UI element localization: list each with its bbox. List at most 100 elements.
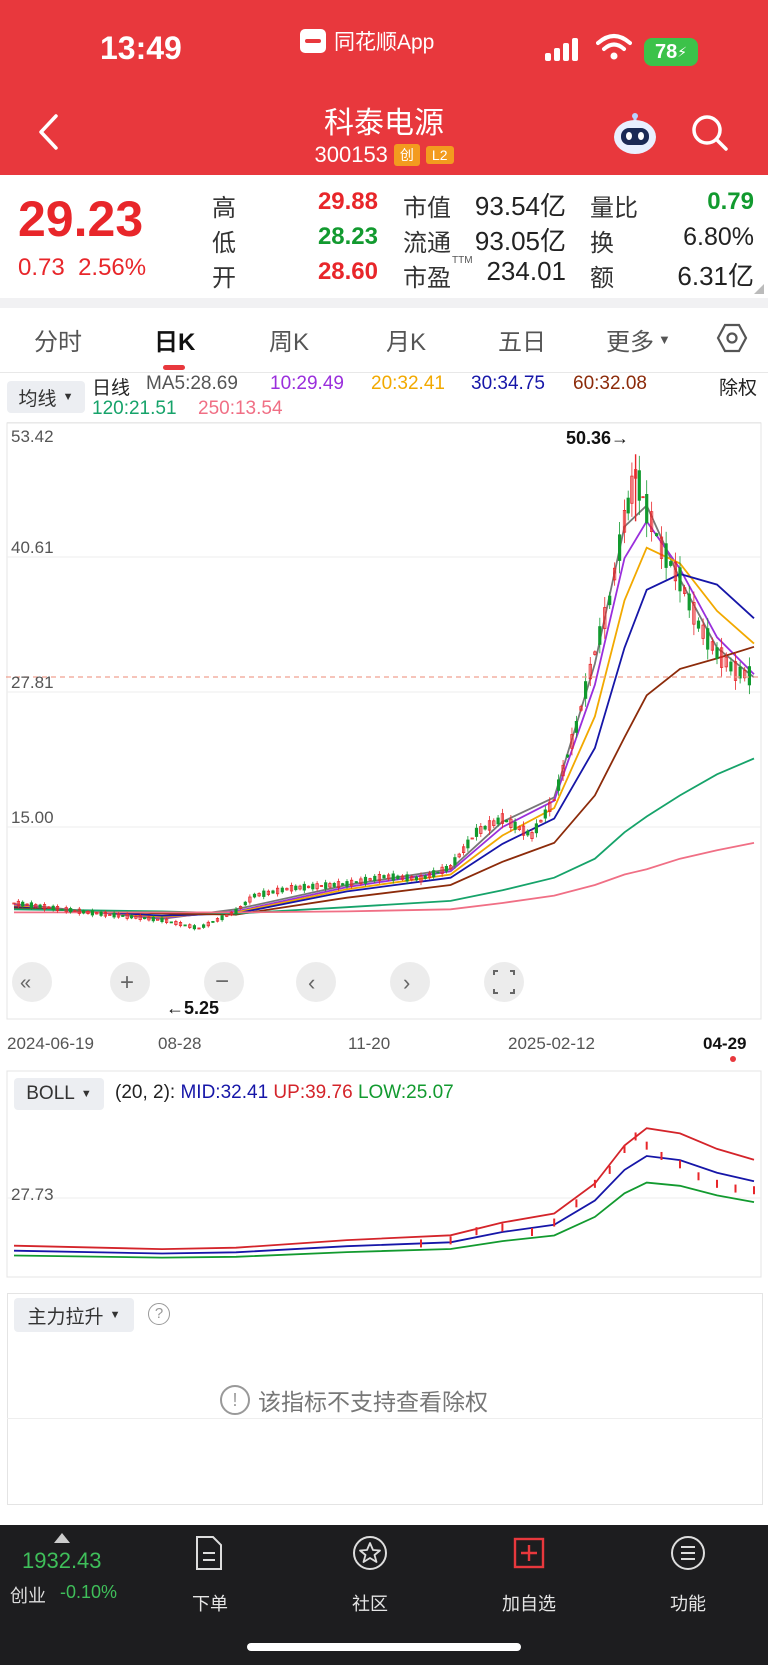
max-price-label: 50.36→: [566, 428, 629, 448]
boll-select-label: BOLL: [26, 1083, 75, 1104]
indicator-grid-line: [7, 1418, 763, 1419]
search-icon[interactable]: [690, 113, 730, 153]
boll-chart[interactable]: 27.73: [6, 1070, 762, 1280]
back-icon[interactable]: [36, 112, 60, 152]
y-tick-label: 27.81: [11, 673, 54, 692]
boll-candle: [679, 1160, 681, 1169]
ma250-value: 250:13.54: [198, 398, 283, 419]
community-button[interactable]: 社区: [352, 1594, 388, 1614]
app-logo-icon: [300, 29, 326, 53]
vol-ratio-label: 量比: [590, 195, 638, 222]
boll-y-tick: 27.73: [11, 1185, 54, 1204]
boll-candle: [697, 1172, 700, 1181]
index-change[interactable]: -0.10%: [60, 1582, 118, 1602]
community-star-icon[interactable]: [352, 1535, 388, 1571]
caret-down-icon: ▼: [80, 1088, 92, 1100]
indicator-select[interactable]: 主力拉升 ▼: [14, 1298, 134, 1332]
boll-candle: [623, 1145, 626, 1153]
pe-label: 市盈: [403, 265, 451, 292]
boll-params: (20, 2):: [115, 1082, 176, 1103]
last-price: 29.23: [18, 191, 144, 247]
ma-line-ma30: [13, 573, 755, 917]
ma-line-ma10: [13, 519, 755, 919]
change-amount: 0.73: [18, 254, 65, 281]
minus-icon: −: [215, 968, 229, 995]
candle: [436, 871, 440, 874]
boll-frame: [6, 1070, 762, 1278]
tab-divider: [0, 372, 768, 373]
wifi-icon: [596, 34, 632, 60]
status-time: 13:49: [100, 30, 182, 66]
index-value[interactable]: 1932.43: [22, 1548, 102, 1573]
high-value: 29.88: [317, 188, 378, 215]
adjust-button[interactable]: 除权: [719, 378, 758, 399]
ma60-value: 60:32.08: [573, 373, 647, 394]
indicator-select-label: 主力拉升: [27, 1306, 104, 1328]
min-price-label: ←5.25: [166, 998, 219, 1018]
stock-name: 科泰电源: [324, 107, 444, 140]
price-change: 0.73 2.56%: [18, 254, 146, 282]
cell-signal-icon: [545, 38, 578, 61]
unsupported-notice: ! 该指标不支持查看除权: [220, 1383, 488, 1417]
tab-five-day[interactable]: 五日: [498, 329, 546, 356]
ma-line-ma120: [13, 757, 755, 915]
zoom-out-button: [204, 962, 244, 1002]
up-arrow-icon: [54, 1533, 70, 1543]
boll-candle: [734, 1184, 737, 1193]
ma-select-label: 均线: [18, 388, 57, 410]
active-tab-indicator: [163, 365, 185, 370]
boll-mid-value: MID:32.41: [180, 1082, 269, 1103]
fullscreen-icon: [493, 970, 515, 994]
tab-daily-k[interactable]: 日K: [154, 329, 196, 356]
help-icon[interactable]: ?: [148, 1303, 170, 1325]
bottom-toolbar: [0, 1525, 768, 1665]
boll-candle: [501, 1223, 504, 1232]
notice-text: 该指标不支持查看除权: [258, 1389, 488, 1415]
boll-candle: [553, 1218, 556, 1227]
boll-candle: [716, 1179, 718, 1188]
x-axis-date: 11-20: [348, 1034, 391, 1053]
tab-more[interactable]: 更多 ▼: [606, 322, 671, 357]
open-value: 28.60: [317, 258, 378, 285]
x-axis-date: 2025-02-12: [508, 1034, 595, 1053]
boll-up-value: UP:39.76: [273, 1082, 353, 1103]
tab-more-label: 更多: [606, 329, 654, 356]
index-name[interactable]: 创业: [10, 1586, 46, 1606]
ma-indicator-select[interactable]: 均线 ▼: [7, 381, 85, 413]
caret-down-icon: ▼: [658, 332, 671, 347]
add-watchlist-icon[interactable]: [513, 1537, 545, 1569]
chevron-right-icon: ›: [403, 970, 410, 995]
ma5-value: MA5:28.69: [146, 373, 238, 394]
ma120-value: 120:21.51: [92, 398, 177, 419]
y-tick-label: 15.00: [11, 808, 54, 827]
boll-low-value: LOW:25.07: [357, 1082, 454, 1103]
tab-monthly-k[interactable]: 月K: [386, 329, 427, 356]
tab-intraday[interactable]: 分时: [34, 329, 82, 356]
assistant-robot-icon[interactable]: [612, 112, 658, 156]
functions-button[interactable]: 功能: [670, 1594, 706, 1614]
boll-lower-band: [13, 1181, 755, 1259]
settings-hexagon-icon[interactable]: [716, 322, 748, 354]
order-document-icon[interactable]: [193, 1535, 225, 1571]
ma30-value: 30:34.75: [471, 373, 545, 394]
mcap-value: 93.54亿: [474, 191, 566, 221]
boll-candle: [753, 1186, 755, 1195]
place-order-button[interactable]: 下单: [192, 1594, 228, 1614]
boll-candle: [420, 1239, 422, 1248]
menu-function-icon[interactable]: [670, 1535, 706, 1571]
tab-weekly-k[interactable]: 周K: [269, 329, 310, 356]
latest-dot: [730, 1056, 736, 1062]
candle: [12, 902, 16, 905]
pe-value: 234.01: [486, 256, 566, 286]
chart-frame: [6, 422, 762, 1020]
boll-indicator-select[interactable]: BOLL ▼: [14, 1078, 104, 1110]
boll-candle: [660, 1151, 663, 1160]
caret-down-icon: ▼: [62, 391, 74, 403]
caret-down-icon: ▼: [109, 1309, 121, 1321]
expand-corner-icon[interactable]: [754, 284, 764, 294]
zoom-in-button: [110, 962, 150, 1002]
period-label: 日线: [92, 378, 131, 399]
scroll-left-fast-button: [12, 962, 52, 1002]
add-watchlist-button[interactable]: 加自选: [502, 1594, 556, 1614]
kline-chart[interactable]: 53.42 40.61 27.81 15.00 50.36→ ←5.25 « +…: [6, 422, 762, 1024]
